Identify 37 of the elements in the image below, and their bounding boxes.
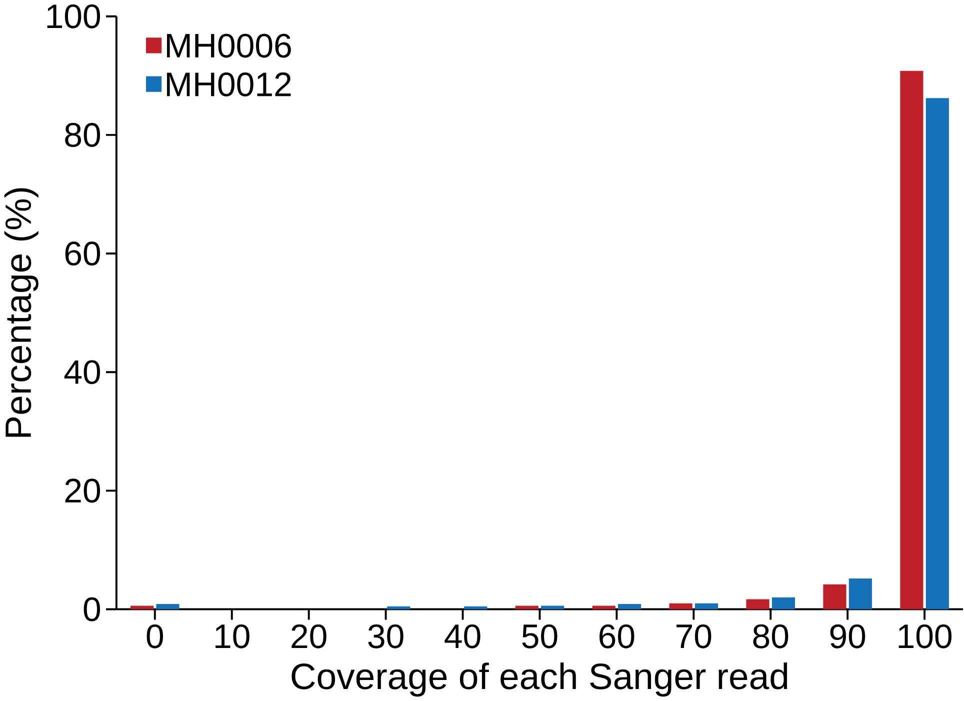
bar <box>823 584 846 610</box>
legend-label: MH0012 <box>166 72 291 96</box>
bar <box>592 606 616 610</box>
bar <box>669 603 692 610</box>
bar <box>746 599 770 610</box>
bar <box>387 606 410 610</box>
x-tick-label: 10 <box>216 624 250 648</box>
x-tick-label: 30 <box>368 624 404 648</box>
bar <box>130 606 154 610</box>
x-tick-label: 0 <box>146 624 164 648</box>
bar <box>156 604 180 610</box>
y-tick-label: 80 <box>65 122 100 147</box>
x-tick-label: 40 <box>444 624 480 648</box>
y-tick-label: 40 <box>64 360 100 384</box>
bar <box>464 606 488 610</box>
x-tick-label: 60 <box>600 624 634 648</box>
legend-label: MH0006 <box>166 34 291 58</box>
x-tick-label: 100 <box>898 624 952 648</box>
bar <box>515 606 538 610</box>
x-axis-title: Coverage of each Sanger read <box>292 662 788 697</box>
y-tick-label: 20 <box>65 478 100 503</box>
x-tick-label: 90 <box>830 624 866 648</box>
bar <box>618 604 642 610</box>
bar <box>900 70 924 610</box>
bar <box>926 98 949 610</box>
y-tick-label: 0 <box>84 597 100 622</box>
y-tick-label: 60 <box>65 242 100 266</box>
y-tick-label: 100 <box>47 4 100 28</box>
x-tick-label: 50 <box>522 624 558 648</box>
bar <box>848 578 872 610</box>
bar <box>694 603 718 610</box>
x-tick-label: 80 <box>753 624 788 648</box>
x-tick-label: 70 <box>676 624 712 648</box>
y-axis-title: Percentage (%) <box>4 188 38 437</box>
bar <box>541 606 564 610</box>
bar <box>772 597 796 610</box>
x-tick-label: 20 <box>292 624 326 648</box>
